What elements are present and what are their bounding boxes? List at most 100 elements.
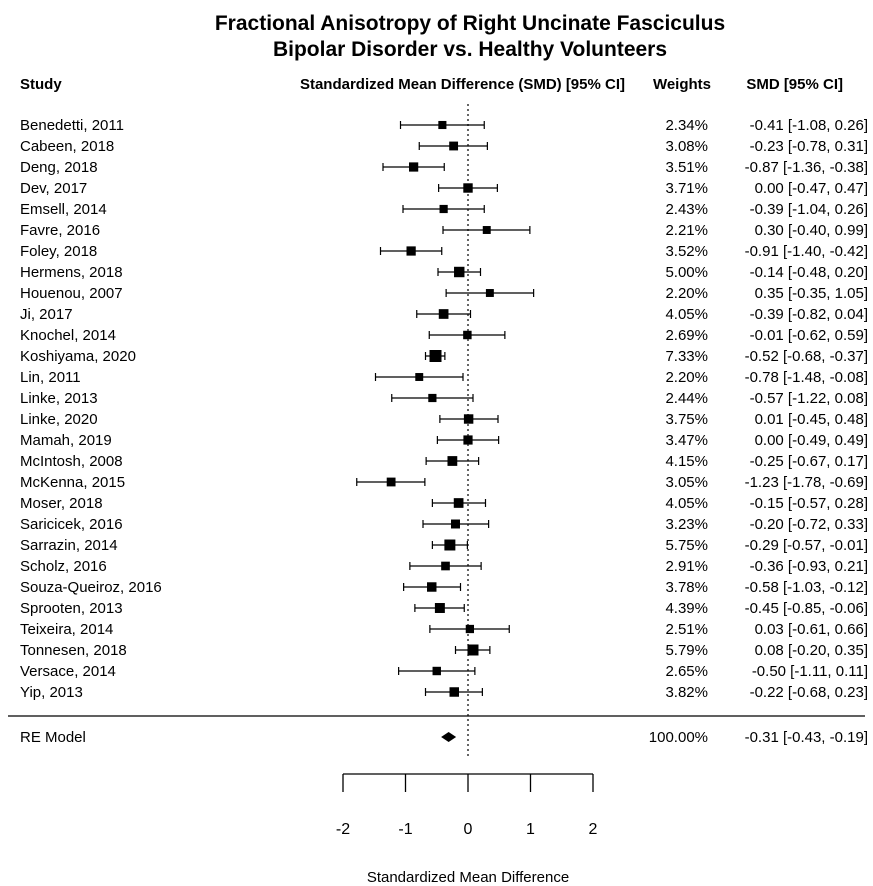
study-label: Koshiyama, 2020 <box>20 348 136 365</box>
study-row: Emsell, 2014 2.43% -0.39 [-1.04, 0.26] <box>20 201 868 218</box>
summary-diamond <box>441 732 457 742</box>
study-ci-text: 0.00 [-0.47, 0.47] <box>755 180 868 197</box>
point-estimate <box>485 289 494 297</box>
study-weight: 3.23% <box>665 516 708 533</box>
study-row: Cabeen, 2018 3.08% -0.23 [-0.78, 0.31] <box>20 138 868 155</box>
point-estimate <box>409 162 419 172</box>
study-label: Houenou, 2007 <box>20 285 123 302</box>
header-ci: SMD [95% CI] <box>746 76 843 93</box>
tick-label: -2 <box>336 821 350 838</box>
study-ci-text: 0.01 [-0.45, 0.48] <box>755 411 868 428</box>
study-label: Benedetti, 2011 <box>20 117 124 134</box>
study-ci-text: -0.36 [-0.93, 0.21] <box>750 558 868 575</box>
study-row: Dev, 2017 3.71% 0.00 [-0.47, 0.47] <box>20 180 868 197</box>
x-axis-label: Standardized Mean Difference <box>367 869 569 886</box>
header-plot: Standardized Mean Difference (SMD) [95% … <box>300 76 625 93</box>
study-row: Hermens, 2018 5.00% -0.14 [-0.48, 0.20] <box>20 264 868 281</box>
study-rows: Benedetti, 2011 2.34% -0.41 [-1.08, 0.26] C… <box>20 104 868 757</box>
study-label: Yip, 2013 <box>20 684 83 701</box>
study-weight: 4.39% <box>665 600 708 617</box>
study-ci-text: -0.22 [-0.68, 0.23] <box>750 684 868 701</box>
study-label: McIntosh, 2008 <box>20 453 123 470</box>
study-ci-text: -0.25 [-0.67, 0.17] <box>750 453 868 470</box>
point-estimate <box>449 141 459 151</box>
point-estimate <box>463 414 474 424</box>
tick-label: 2 <box>589 821 598 838</box>
study-ci-text: -0.20 [-0.72, 0.33] <box>750 516 868 533</box>
summary-ci-text: -0.31 [-0.43, -0.19] <box>745 729 868 746</box>
study-weight: 2.20% <box>665 285 708 302</box>
tick-label: 0 <box>464 821 473 838</box>
study-label: Saricicek, 2016 <box>20 516 123 533</box>
study-row: Versace, 2014 2.65% -0.50 [-1.11, 0.11] <box>20 663 868 680</box>
study-weight: 4.05% <box>665 495 708 512</box>
point-estimate <box>438 309 449 319</box>
study-row: Teixeira, 2014 2.51% 0.03 [-0.61, 0.66] <box>20 621 868 638</box>
point-estimate <box>386 477 396 487</box>
point-estimate <box>482 226 491 234</box>
study-row: Deng, 2018 3.51% -0.87 [-1.36, -0.38] <box>20 159 868 176</box>
point-estimate <box>438 120 447 130</box>
study-label: Teixeira, 2014 <box>20 621 113 638</box>
study-weight: 5.75% <box>665 537 708 554</box>
point-estimate <box>441 561 450 571</box>
study-weight: 3.52% <box>665 243 708 260</box>
study-ci-text: -0.15 [-0.57, 0.28] <box>750 495 868 512</box>
study-label: Sprooten, 2013 <box>20 600 123 617</box>
study-row: Yip, 2013 3.82% -0.22 [-0.68, 0.23] <box>20 684 868 701</box>
summary-row: RE Model 100.00% -0.31 [-0.43, -0.19] <box>20 729 868 746</box>
study-weight: 3.08% <box>665 138 708 155</box>
study-row: Sarrazin, 2014 5.75% -0.29 [-0.57, -0.01] <box>20 537 868 554</box>
study-weight: 3.47% <box>665 432 708 449</box>
point-estimate <box>427 582 437 592</box>
study-label: Tonnesen, 2018 <box>20 642 127 659</box>
study-label: Sarrazin, 2014 <box>20 537 118 554</box>
study-weight: 2.43% <box>665 201 708 218</box>
point-estimate <box>406 246 416 256</box>
study-weight: 3.82% <box>665 684 708 701</box>
point-estimate <box>415 373 424 381</box>
point-estimate <box>453 498 464 508</box>
study-ci-text: -0.29 [-0.57, -0.01] <box>745 537 868 554</box>
study-ci-text: -0.41 [-1.08, 0.26] <box>750 117 868 134</box>
study-row: Scholz, 2016 2.91% -0.36 [-0.93, 0.21] <box>20 558 868 575</box>
study-weight: 3.75% <box>665 411 708 428</box>
study-weight: 2.44% <box>665 390 708 407</box>
study-weight: 3.78% <box>665 579 708 596</box>
study-weight: 3.51% <box>665 159 708 176</box>
study-label: Favre, 2016 <box>20 222 100 239</box>
study-ci-text: -0.45 [-0.85, -0.06] <box>745 600 868 617</box>
summary-weight: 100.00% <box>649 729 708 746</box>
study-row: McIntosh, 2008 4.15% -0.25 [-0.67, 0.17] <box>20 453 868 470</box>
study-weight: 2.65% <box>665 663 708 680</box>
study-label: Cabeen, 2018 <box>20 138 114 155</box>
study-row: Favre, 2016 2.21% 0.30 [-0.40, 0.99] <box>20 222 868 239</box>
header-weights: Weights <box>653 76 711 93</box>
study-label: Mamah, 2019 <box>20 432 112 449</box>
study-label: Souza-Queiroz, 2016 <box>20 579 162 596</box>
study-weight: 2.20% <box>665 369 708 386</box>
study-row: Mamah, 2019 3.47% 0.00 [-0.49, 0.49] <box>20 432 868 449</box>
study-label: McKenna, 2015 <box>20 474 125 491</box>
study-weight: 7.33% <box>665 348 708 365</box>
study-label: Lin, 2011 <box>20 369 81 386</box>
study-row: Tonnesen, 2018 5.79% 0.08 [-0.20, 0.35] <box>20 642 868 659</box>
study-ci-text: -0.14 [-0.48, 0.20] <box>750 264 868 281</box>
tick-label: -1 <box>398 821 412 838</box>
study-label: Dev, 2017 <box>20 180 87 197</box>
point-estimate <box>434 603 445 613</box>
study-weight: 4.05% <box>665 306 708 323</box>
study-ci-text: -0.78 [-1.48, -0.08] <box>745 369 868 386</box>
study-weight: 2.21% <box>665 222 708 239</box>
x-axis: -2 -1 0 1 2 <box>336 773 598 838</box>
study-weight: 2.51% <box>665 621 708 638</box>
header-study: Study <box>20 76 62 93</box>
point-estimate <box>429 350 442 362</box>
study-row: Souza-Queiroz, 2016 3.78% -0.58 [-1.03, -0… <box>20 579 868 596</box>
study-row: McKenna, 2015 3.05% -1.23 [-1.78, -0.69] <box>20 474 868 491</box>
study-row: Knochel, 2014 2.69% -0.01 [-0.62, 0.59] <box>20 327 868 344</box>
study-ci-text: -0.58 [-1.03, -0.12] <box>745 579 868 596</box>
study-label: Foley, 2018 <box>20 243 97 260</box>
study-ci-text: 0.00 [-0.49, 0.49] <box>755 432 868 449</box>
